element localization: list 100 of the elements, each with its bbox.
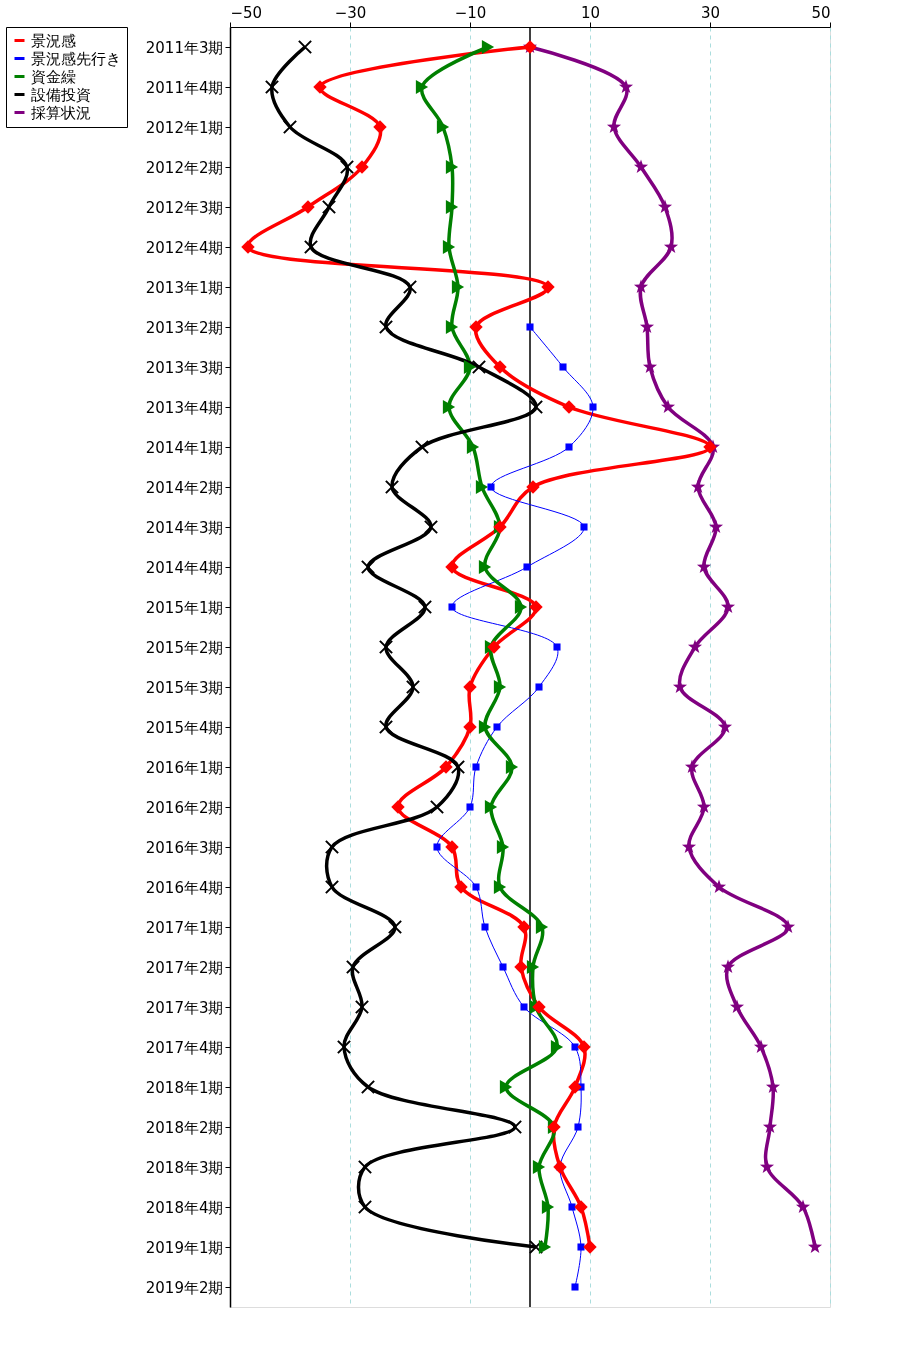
point — [321, 199, 337, 215]
point — [450, 759, 466, 775]
x-tick-label: 30 — [700, 3, 721, 22]
point — [493, 360, 507, 374]
point — [529, 600, 543, 614]
y-tick-label: 2012年4期 — [145, 238, 224, 257]
point — [442, 239, 456, 255]
point — [466, 439, 480, 455]
point — [568, 1203, 576, 1211]
y-tick-label: 2017年4期 — [145, 1038, 224, 1057]
point — [445, 319, 459, 335]
point — [297, 39, 313, 55]
point — [345, 959, 361, 975]
y-tick-label: 2017年1期 — [145, 918, 224, 937]
point — [687, 639, 703, 653]
y-tick-label: 2017年3期 — [145, 998, 224, 1017]
x-tick-label: −10 — [454, 3, 487, 22]
point — [466, 803, 474, 811]
point — [414, 439, 430, 455]
y-tick-label: 2014年3期 — [145, 518, 224, 537]
point — [663, 239, 679, 253]
y-tick-label: 2011年3期 — [145, 38, 224, 57]
legend-label: 資金繰 — [31, 67, 76, 86]
point — [378, 639, 394, 655]
point — [415, 79, 429, 95]
point — [471, 359, 487, 375]
point — [493, 879, 507, 895]
point — [469, 320, 483, 334]
point — [402, 279, 418, 295]
point — [475, 479, 489, 495]
point — [618, 79, 634, 93]
point — [514, 960, 528, 974]
x-tick-label: −50 — [230, 3, 263, 22]
point — [559, 363, 567, 371]
point — [633, 279, 649, 293]
point — [795, 1199, 811, 1213]
point — [526, 323, 534, 331]
y-tick-label: 2013年4期 — [145, 398, 224, 417]
point — [445, 199, 459, 215]
point — [445, 159, 459, 175]
point — [720, 959, 736, 973]
point — [487, 483, 495, 491]
point — [493, 723, 501, 731]
point — [696, 799, 712, 813]
point — [541, 1199, 555, 1215]
point — [708, 519, 724, 533]
point — [780, 919, 796, 933]
point — [391, 800, 405, 814]
y-tick-label: 2016年2期 — [145, 798, 224, 817]
point — [378, 319, 394, 335]
point — [532, 1159, 546, 1175]
point — [523, 563, 531, 571]
point — [484, 799, 498, 815]
y-tick-label: 2011年4期 — [145, 78, 224, 97]
x-tick-label: 50 — [811, 3, 831, 22]
point — [765, 1079, 781, 1093]
point — [313, 80, 327, 94]
point — [405, 679, 421, 695]
y-tick-label: 2015年4期 — [145, 718, 224, 737]
point — [384, 479, 400, 495]
point — [463, 359, 477, 375]
point — [553, 643, 561, 651]
point — [445, 840, 459, 854]
point — [448, 603, 456, 611]
point — [493, 679, 507, 695]
point — [580, 523, 588, 531]
point — [417, 599, 433, 615]
y-tick-label: 2013年1期 — [145, 278, 224, 297]
point — [517, 920, 531, 934]
point — [360, 559, 376, 575]
x-tick-label: 10 — [580, 3, 601, 22]
point — [729, 999, 745, 1013]
point — [241, 240, 255, 254]
point — [717, 719, 733, 733]
point — [373, 120, 387, 134]
point — [642, 359, 658, 373]
point — [505, 759, 519, 775]
point — [496, 839, 510, 855]
point — [442, 399, 456, 415]
y-tick-label: 2018年4期 — [145, 1198, 224, 1217]
point — [339, 159, 355, 175]
point — [535, 919, 549, 935]
point — [633, 159, 649, 173]
point — [520, 1003, 528, 1011]
point — [454, 880, 468, 894]
point — [433, 843, 441, 851]
legend-label: 設備投資 — [31, 85, 91, 104]
point — [445, 560, 459, 574]
y-tick-label: 2016年4期 — [145, 878, 224, 897]
point — [463, 720, 477, 734]
point — [451, 279, 465, 295]
y-tick-label: 2017年2期 — [145, 958, 224, 977]
point — [324, 879, 340, 895]
point — [463, 680, 477, 694]
point — [301, 200, 315, 214]
y-tick-label: 2014年4期 — [145, 558, 224, 577]
point — [562, 400, 576, 414]
point — [711, 879, 727, 893]
point — [481, 39, 495, 55]
point — [753, 1039, 769, 1053]
